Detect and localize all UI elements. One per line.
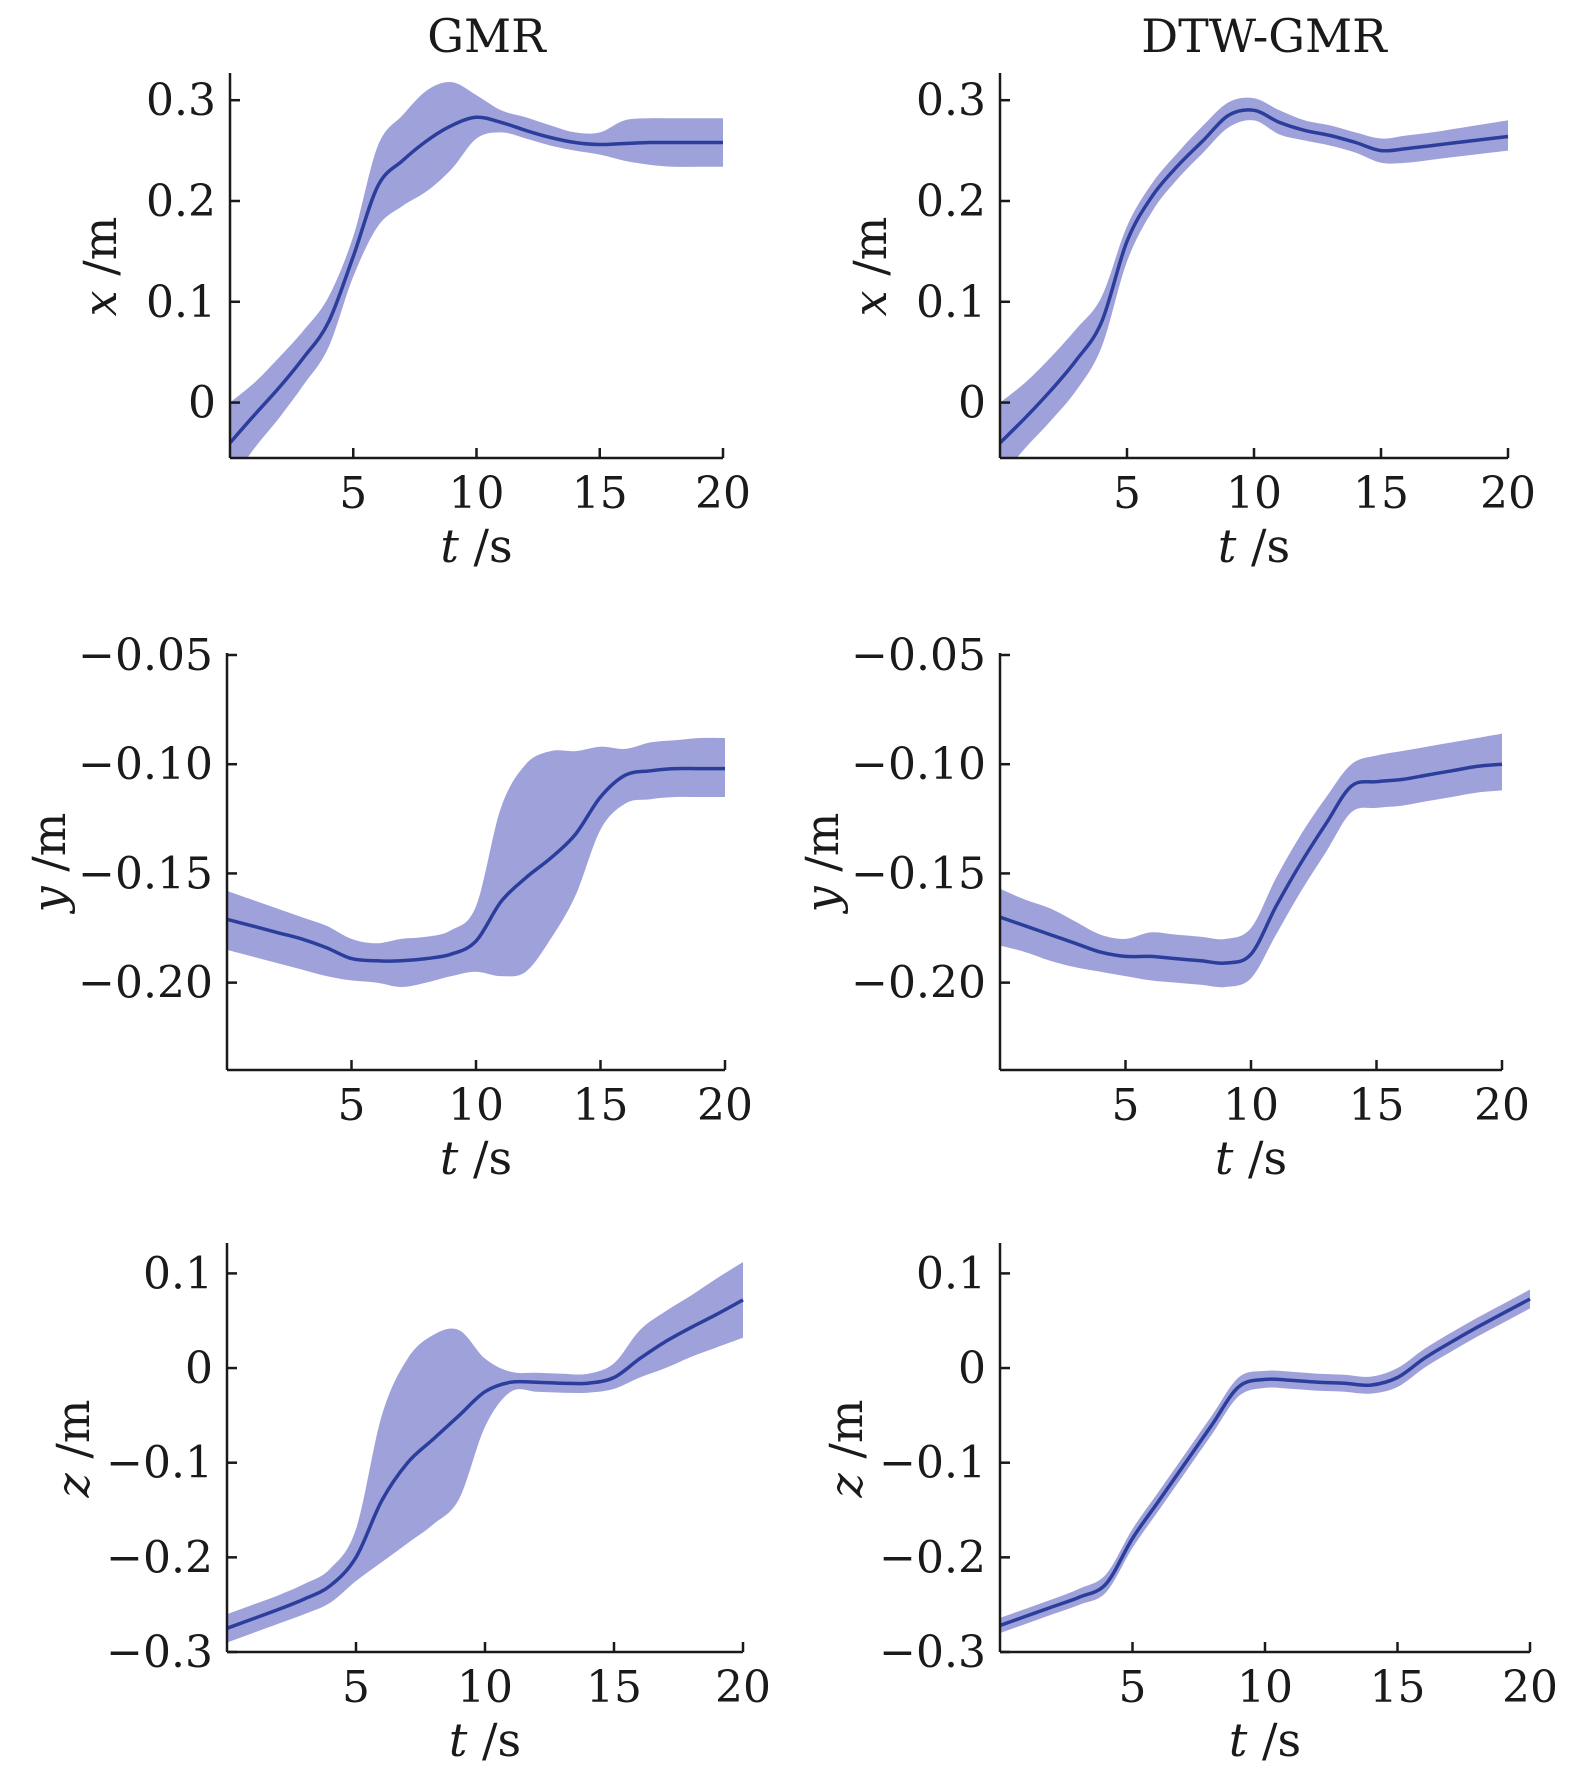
confidence-band (230, 81, 723, 458)
mean-line (227, 1298, 744, 1630)
confidence-band (1000, 1289, 1530, 1634)
confidence-band (1000, 97, 1508, 458)
x-tick-label: 10 (457, 1662, 513, 1713)
x-axis-label: t /s (440, 1131, 512, 1185)
x-tick-label: 10 (1223, 1080, 1279, 1131)
x-tick-label: 5 (1119, 1662, 1147, 1713)
x-tick-label: 5 (338, 1080, 366, 1131)
y-tick-label: −0.15 (78, 848, 213, 899)
y-tick-label: −0.20 (851, 958, 986, 1009)
x-tick-label: 15 (572, 468, 628, 519)
x-tick-label: 20 (1480, 468, 1536, 519)
y-tick-label: 0 (188, 378, 216, 429)
x-tick-label: 15 (1349, 1080, 1405, 1131)
x-tick-label: 20 (1502, 1662, 1558, 1713)
subplot-title: GMR (427, 9, 547, 63)
x-axis-label: t /s (1229, 1713, 1301, 1767)
y-tick-label: 0.1 (146, 277, 216, 328)
y-tick-label: 0 (958, 378, 986, 429)
y-tick-label: −0.05 (78, 630, 213, 681)
y-tick-label: −0.20 (78, 958, 213, 1009)
mean-line (1000, 762, 1503, 965)
y-axis-label: z /m (819, 1400, 873, 1499)
y-tick-label: −0.10 (78, 739, 213, 790)
x-tick-label: 20 (697, 1080, 753, 1131)
x-tick-label: 5 (342, 1662, 370, 1713)
y-tick-label: −0.2 (106, 1532, 213, 1583)
x-tick-label: 5 (1112, 1080, 1140, 1131)
subplot-3: 5 10 15 20 −0.05 −0.10 −0.15 −0.20 t /s y /m (22, 630, 753, 1185)
subplot-1: 5 10 15 20 0 0.1 0.2 0.3 t /s x /m GMR (73, 9, 751, 573)
subplot-title: DTW-GMR (1141, 9, 1388, 63)
confidence-band (1000, 733, 1502, 988)
x-tick-label: 5 (1113, 468, 1141, 519)
y-tick-label: −0.15 (851, 848, 986, 899)
x-tick-label: 20 (695, 468, 751, 519)
confidence-band (227, 737, 725, 987)
x-tick-label: 15 (586, 1662, 642, 1713)
y-axis-label: x /m (73, 217, 127, 317)
y-tick-label: −0.10 (851, 739, 986, 790)
subplot-5: 5 10 15 20 0.1 0 −0.1 −0.2 −0.3 t /s z /m (46, 1243, 771, 1767)
y-tick-label: 0.1 (916, 1248, 986, 1299)
x-axis-label: t /s (440, 519, 512, 573)
x-tick-label: 10 (1226, 468, 1282, 519)
mean-line (230, 115, 723, 445)
y-tick-label: −0.1 (106, 1438, 213, 1489)
y-tick-label: 0.2 (146, 176, 216, 227)
y-tick-label: 0.2 (916, 176, 986, 227)
y-tick-label: −0.3 (879, 1627, 986, 1678)
y-tick-label: 0 (958, 1343, 986, 1394)
x-axis-label: t /s (1215, 1131, 1287, 1185)
x-tick-label: 5 (339, 468, 367, 519)
x-tick-label: 20 (715, 1662, 771, 1713)
y-axis-label: z /m (46, 1400, 100, 1499)
y-tick-label: 0 (185, 1343, 213, 1394)
x-tick-label: 20 (1474, 1080, 1530, 1131)
y-tick-label: 0.1 (143, 1248, 213, 1299)
x-tick-label: 15 (1370, 1662, 1426, 1713)
x-tick-label: 10 (1237, 1662, 1293, 1713)
y-axis-label: y /m (22, 813, 76, 915)
x-tick-label: 10 (449, 468, 505, 519)
mean-line (1000, 1297, 1531, 1628)
subplot-4: 5 10 15 20 −0.05 −0.10 −0.15 −0.20 t /s y /m (795, 630, 1530, 1185)
x-axis-label: t /s (1218, 519, 1290, 573)
mean-line (227, 766, 725, 963)
x-axis-label: t /s (449, 1713, 521, 1767)
confidence-band (227, 1262, 743, 1643)
y-tick-label: −0.3 (106, 1627, 213, 1678)
x-tick-label: 15 (573, 1080, 629, 1131)
x-tick-label: 10 (448, 1080, 504, 1131)
subplot-2: 5 10 15 20 0 0.1 0.2 0.3 t /s x /m DTW-GMR (843, 9, 1536, 573)
y-axis-label: x /m (843, 217, 897, 317)
y-tick-label: 0.1 (916, 277, 986, 328)
y-tick-label: −0.1 (879, 1438, 986, 1489)
mean-line (1000, 108, 1509, 445)
y-tick-label: −0.2 (879, 1532, 986, 1583)
y-tick-label: 0.3 (916, 75, 986, 126)
y-axis-label: y /m (795, 813, 849, 915)
subplot-6: 5 10 15 20 0.1 0 −0.1 −0.2 −0.3 t /s z /m (819, 1243, 1558, 1767)
x-tick-label: 15 (1353, 468, 1409, 519)
y-tick-label: −0.05 (851, 630, 986, 681)
y-tick-label: 0.3 (146, 75, 216, 126)
